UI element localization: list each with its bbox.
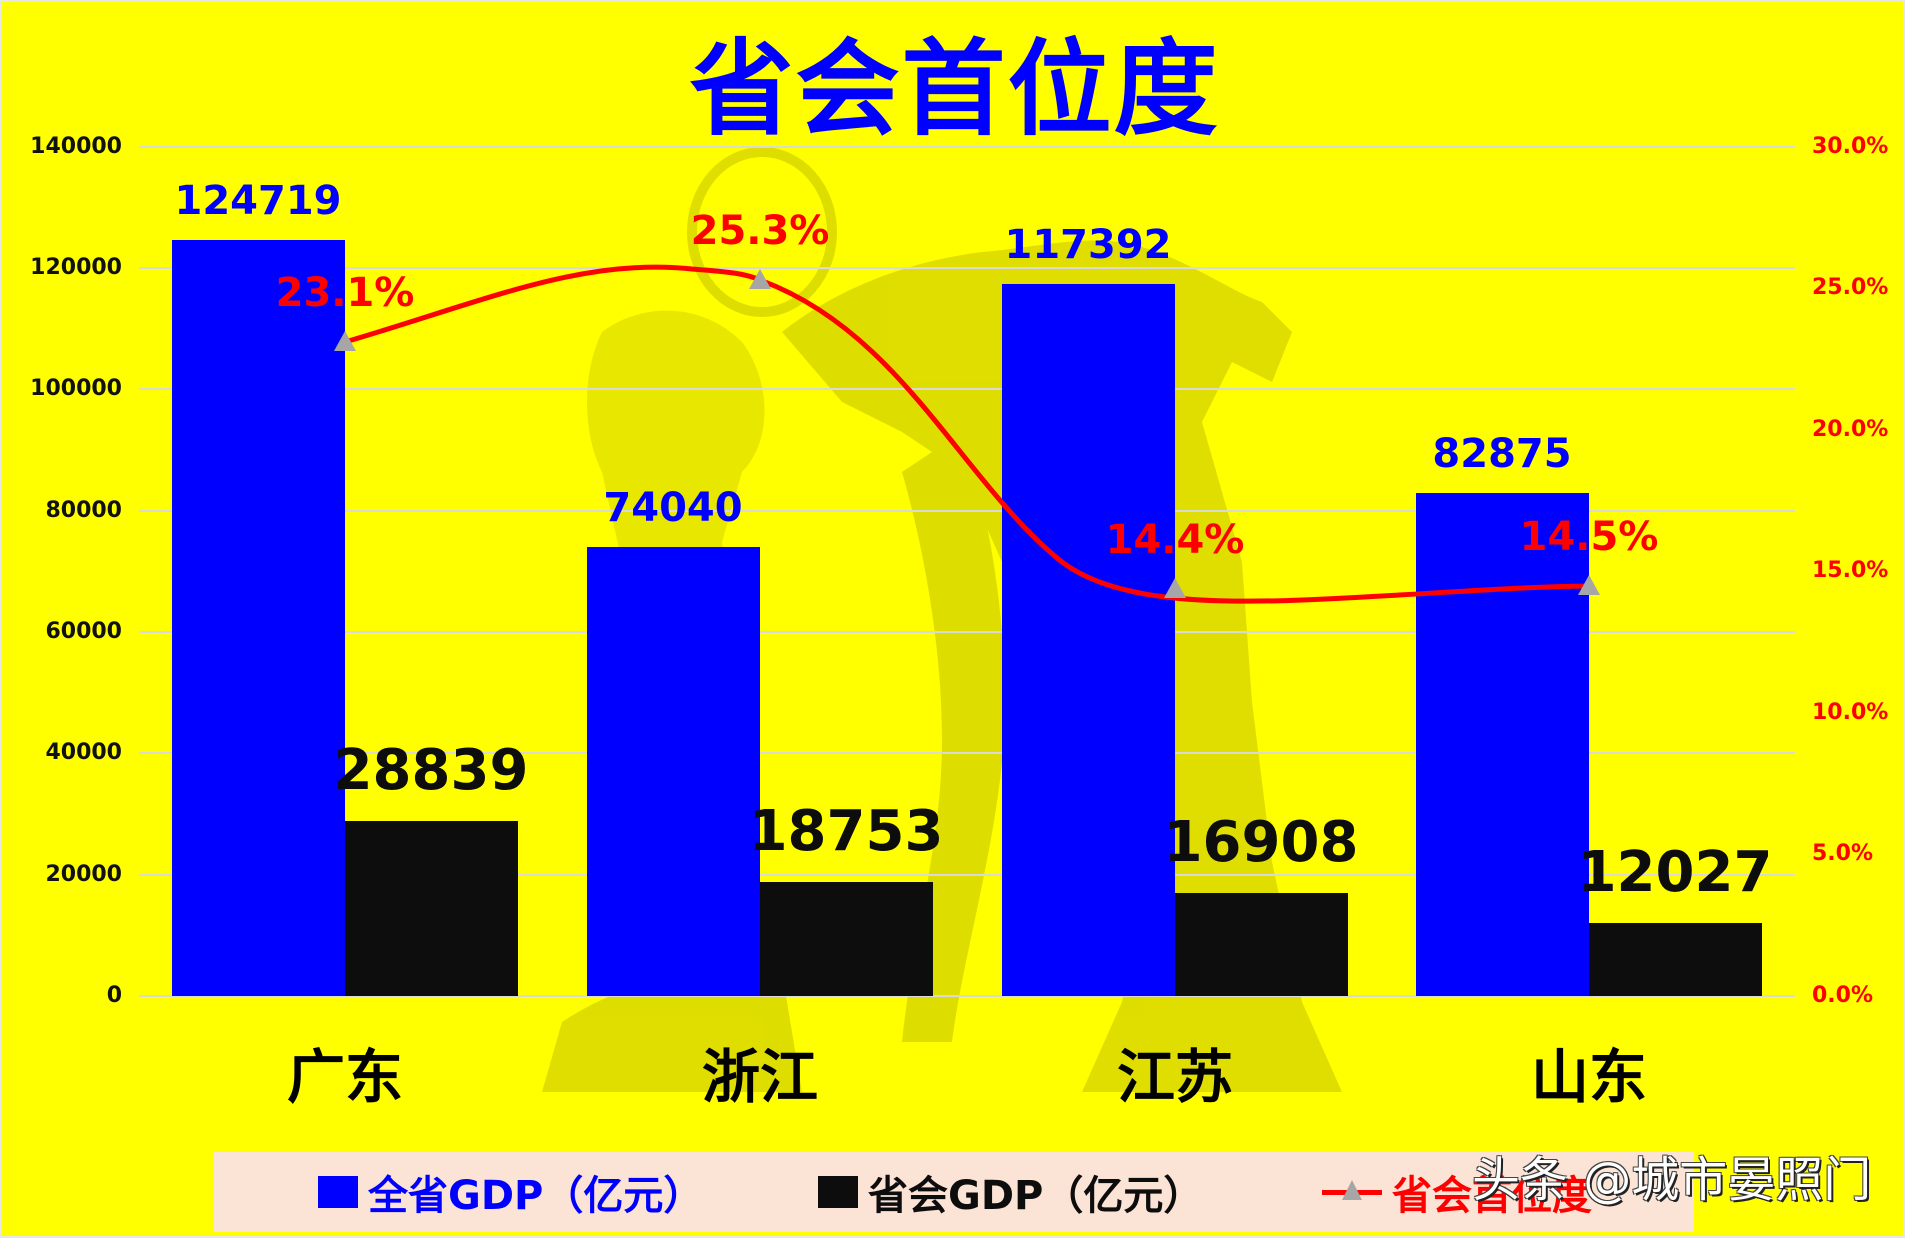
- bar-province-gdp-zhejiang[interactable]: [587, 547, 760, 996]
- series-province-gdp: [172, 240, 1589, 996]
- series-capital-gdp: [345, 821, 1762, 996]
- marker-triangle-icon[interactable]: [334, 331, 356, 351]
- legend-item-capital-gdp[interactable]: 省会GDP（亿元）: [818, 1166, 1204, 1219]
- bar-capital-gdp-zhejiang[interactable]: [760, 882, 933, 996]
- chart-title: 省会首位度: [689, 28, 1220, 150]
- bar-capital-gdp-guangdong[interactable]: [345, 821, 518, 996]
- marker-triangle-icon[interactable]: [1164, 578, 1186, 598]
- left-axis-tick: 60000: [45, 619, 122, 644]
- category-label-zhejiang: 浙江: [701, 1043, 818, 1111]
- marker-triangle-icon[interactable]: [749, 269, 771, 289]
- left-axis-tick: 0: [106, 983, 122, 1008]
- legend-swatch-blue-icon: [318, 1176, 358, 1208]
- legend-item-province-gdp[interactable]: 全省GDP（亿元）: [318, 1166, 704, 1219]
- data-label-province-gdp: 117392: [1004, 222, 1172, 268]
- data-label-province-gdp: 124719: [174, 178, 342, 224]
- data-label-primacy: 25.3%: [690, 208, 830, 254]
- category-label-guangdong: 广东: [286, 1043, 403, 1111]
- legend-label: 省会GDP（亿元）: [868, 1173, 1204, 1219]
- left-axis-tick: 100000: [30, 376, 122, 401]
- watermark-text: 头条 @城市晏照门: [1472, 1152, 1872, 1208]
- left-axis-tick: 40000: [45, 740, 122, 765]
- legend-item-primacy[interactable]: 省会首位度: [1322, 1166, 1592, 1219]
- right-axis-tick: 25.0%: [1812, 275, 1889, 300]
- series-primacy-line[interactable]: [342, 264, 1592, 604]
- bar-capital-gdp-shandong[interactable]: [1589, 923, 1762, 996]
- right-axis-tick: 10.0%: [1812, 700, 1889, 725]
- data-label-province-gdp: 74040: [603, 485, 743, 531]
- data-label-capital-gdp: 12027: [1577, 840, 1773, 905]
- data-label-province-gdp: 82875: [1432, 431, 1572, 477]
- category-label-jiangsu: 江苏: [1116, 1043, 1233, 1111]
- data-label-primacy: 23.1%: [275, 270, 415, 316]
- data-label-primacy: 14.4%: [1105, 517, 1245, 563]
- right-axis-tick: 0.0%: [1812, 983, 1874, 1008]
- legend-label: 全省GDP（亿元）: [368, 1173, 704, 1219]
- bar-province-gdp-guangdong[interactable]: [172, 240, 345, 996]
- data-label-capital-gdp: 16908: [1163, 810, 1359, 875]
- legend-line-triangle-icon: [1322, 1172, 1382, 1212]
- left-axis-tick: 120000: [30, 255, 122, 280]
- data-label-primacy: 14.5%: [1519, 514, 1659, 560]
- primacy-markers: [334, 269, 1600, 598]
- left-axis-tick: 20000: [45, 862, 122, 887]
- legend-label: 省会首位度: [1392, 1173, 1592, 1219]
- left-axis-tick: 140000: [30, 134, 122, 159]
- legend-swatch-black-icon: [818, 1176, 858, 1208]
- bar-province-gdp-shandong[interactable]: [1416, 493, 1589, 996]
- marker-triangle-icon[interactable]: [1578, 575, 1600, 595]
- right-axis-tick: 20.0%: [1812, 417, 1889, 442]
- right-axis-tick: 15.0%: [1812, 558, 1889, 583]
- right-axis-tick: 30.0%: [1812, 134, 1889, 159]
- data-label-capital-gdp: 28839: [333, 738, 529, 803]
- chart-legend: 全省GDP（亿元） 省会GDP（亿元） 省会首位度: [214, 1152, 1694, 1232]
- data-label-capital-gdp: 18753: [748, 799, 944, 864]
- bar-province-gdp-jiangsu[interactable]: [1002, 284, 1175, 996]
- category-label-shandong: 山东: [1530, 1043, 1647, 1111]
- right-axis-tick: 5.0%: [1812, 841, 1874, 866]
- left-axis-tick: 80000: [45, 498, 122, 523]
- bar-capital-gdp-jiangsu[interactable]: [1175, 893, 1348, 996]
